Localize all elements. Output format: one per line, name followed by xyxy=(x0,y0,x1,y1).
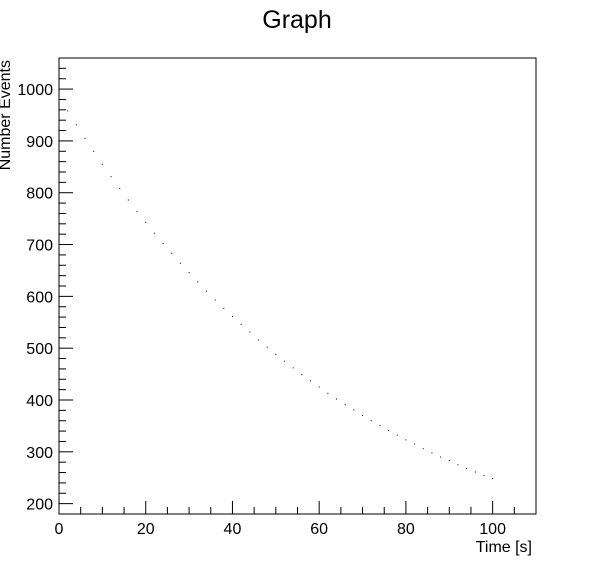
x-tick-label: 40 xyxy=(224,521,242,538)
data-point xyxy=(231,316,233,318)
data-point xyxy=(414,443,416,445)
y-tick-label: 1000 xyxy=(17,82,53,99)
data-point xyxy=(162,243,164,245)
data-point xyxy=(275,353,277,355)
data-point xyxy=(127,199,129,201)
y-tick-label: 200 xyxy=(26,497,53,514)
data-point xyxy=(240,323,242,325)
data-point xyxy=(492,478,494,480)
x-tick-label: 80 xyxy=(397,521,415,538)
data-point xyxy=(257,339,259,341)
data-point xyxy=(266,346,268,348)
chart-title: Graph xyxy=(262,6,331,34)
data-point xyxy=(327,392,329,394)
x-axis: 0 20 40 60 80 100 xyxy=(55,501,537,538)
x-tick-label: 0 xyxy=(55,521,64,538)
data-point xyxy=(188,272,190,274)
data-point xyxy=(388,430,390,432)
data-point xyxy=(344,404,346,406)
x-tick-label: 100 xyxy=(479,521,506,538)
x-tick-label: 20 xyxy=(137,521,155,538)
data-point xyxy=(179,262,181,264)
y-tick-label: 800 xyxy=(26,186,53,203)
x-axis-label: Time [s] xyxy=(476,539,532,556)
data-point xyxy=(223,307,225,309)
data-point xyxy=(101,163,103,165)
y-tick-label: 600 xyxy=(26,289,53,306)
data-point xyxy=(249,331,251,333)
data-point xyxy=(483,475,485,477)
data-point xyxy=(422,448,424,450)
y-tick-label: 300 xyxy=(26,445,53,462)
data-point xyxy=(353,409,355,411)
data-point xyxy=(440,456,442,458)
data-point xyxy=(405,439,407,441)
data-point xyxy=(431,452,433,454)
y-tick-label: 400 xyxy=(26,393,53,410)
data-point xyxy=(197,281,199,283)
data-point xyxy=(136,210,138,212)
y-tick-label: 700 xyxy=(26,238,53,255)
data-point xyxy=(474,471,476,473)
data-point xyxy=(110,176,112,178)
data-point xyxy=(457,464,459,466)
x-tick-label: 60 xyxy=(310,521,328,538)
data-point xyxy=(145,221,147,223)
y-axis: 200 300 400 500 600 700 800 900 1000 xyxy=(17,67,73,514)
data-point xyxy=(214,299,216,301)
data-point xyxy=(310,380,312,382)
data-point xyxy=(370,420,372,422)
data-point xyxy=(283,360,285,362)
data-point xyxy=(292,367,294,369)
data-point xyxy=(58,95,60,97)
data-series xyxy=(58,95,494,480)
data-point xyxy=(84,137,86,139)
data-point xyxy=(93,150,95,152)
data-point xyxy=(336,398,338,400)
y-tick-label: 500 xyxy=(26,341,53,358)
data-point xyxy=(396,434,398,436)
data-point xyxy=(67,110,69,112)
y-tick-label: 900 xyxy=(26,134,53,151)
y-axis-label: Number Events xyxy=(0,60,14,170)
plot-frame xyxy=(58,57,537,515)
data-point xyxy=(466,467,468,469)
data-point xyxy=(205,290,207,292)
data-point xyxy=(171,252,173,254)
data-point xyxy=(301,374,303,376)
data-point xyxy=(379,424,381,426)
data-point xyxy=(75,124,77,126)
data-point xyxy=(448,460,450,462)
data-point xyxy=(153,232,155,234)
data-point xyxy=(318,386,320,388)
data-point xyxy=(362,415,364,417)
data-point xyxy=(119,188,121,190)
